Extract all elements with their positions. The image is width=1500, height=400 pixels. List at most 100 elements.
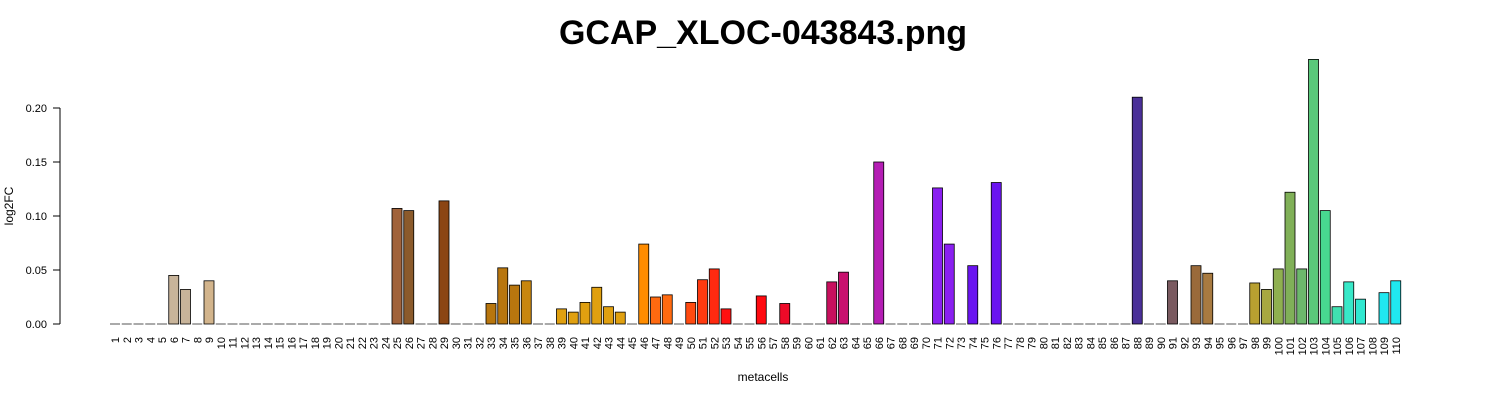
x-tick-label: 32 <box>474 337 486 349</box>
x-tick-label: 76 <box>991 337 1003 349</box>
x-tick-label: 88 <box>1132 337 1144 349</box>
x-tick-label: 14 <box>263 337 275 349</box>
x-tick-label: 92 <box>1179 337 1191 349</box>
bar-50 <box>685 301 697 325</box>
bar-100 <box>1272 268 1284 325</box>
x-tick-label: 87 <box>1121 337 1133 349</box>
bar-106 <box>1343 281 1355 325</box>
bar-91 <box>1167 280 1178 325</box>
x-tick-label: 8 <box>192 337 204 343</box>
bar-39 <box>556 308 567 325</box>
x-tick-label: 104 <box>1320 337 1332 355</box>
x-tick-label: 102 <box>1297 337 1309 355</box>
x-tick-label: 18 <box>310 337 322 349</box>
bar-103 <box>1308 59 1319 325</box>
x-tick-label: 36 <box>521 337 533 349</box>
x-tick-label: 24 <box>380 337 392 349</box>
x-tick-label: 78 <box>1015 337 1027 349</box>
x-tick-label: 73 <box>956 337 968 349</box>
x-tick-label: 57 <box>768 337 780 349</box>
x-tick-label: 61 <box>815 337 827 349</box>
bar-51 <box>697 279 708 325</box>
x-tick-label: 106 <box>1344 337 1356 355</box>
x-tick-label: 70 <box>921 337 933 349</box>
chart-title: GCAP_XLOC-043843.png <box>559 14 967 52</box>
x-tick-label: 79 <box>1027 337 1039 349</box>
x-tick-label: 46 <box>639 337 651 349</box>
x-tick-label: 26 <box>404 337 416 349</box>
y-axis: 0.00 0.05 0.10 0.15 0.20 <box>26 103 61 331</box>
x-tick-label: 2 <box>122 337 134 343</box>
bar-46 <box>638 243 650 325</box>
x-tick-label: 105 <box>1332 337 1344 355</box>
x-tick-label: 50 <box>686 337 698 349</box>
bar-98 <box>1249 282 1261 325</box>
x-tick-label: 62 <box>827 337 839 349</box>
bar-88 <box>1131 96 1143 325</box>
bar-110 <box>1390 280 1402 325</box>
bar-104 <box>1319 210 1331 325</box>
y-tick-label: 0.05 <box>26 265 47 277</box>
bar-52 <box>708 268 720 325</box>
x-tick-label: 81 <box>1050 337 1062 349</box>
x-tick-label: 42 <box>592 337 604 349</box>
bar-74 <box>967 265 979 325</box>
x-tick-label: 30 <box>451 337 463 349</box>
x-tick-label: 28 <box>427 337 439 349</box>
x-tick-label: 20 <box>333 337 345 349</box>
x-tick-label: 49 <box>674 337 686 349</box>
bar-58 <box>779 303 791 325</box>
bar-105 <box>1331 306 1343 325</box>
x-tick-label: 27 <box>416 337 428 349</box>
x-tick-label: 51 <box>698 337 710 349</box>
x-tick-label: 37 <box>533 337 545 349</box>
bar-25 <box>391 208 403 325</box>
bar-33 <box>485 303 497 325</box>
bar-94 <box>1202 272 1214 325</box>
x-tick-label: 95 <box>1215 337 1227 349</box>
x-tick-label: 9 <box>204 337 216 343</box>
bar-29 <box>438 200 450 325</box>
bars-group <box>110 59 1402 325</box>
x-tick-label: 44 <box>615 337 627 349</box>
bar-43 <box>603 306 614 325</box>
x-tick-label: 3 <box>134 337 146 343</box>
x-tick-label: 13 <box>251 337 263 349</box>
x-tick-label: 74 <box>968 337 980 349</box>
x-tick-label: 7 <box>181 337 193 343</box>
bar-53 <box>720 308 732 325</box>
x-tick-label: 55 <box>745 337 757 349</box>
x-tick-label: 4 <box>145 337 157 343</box>
bar-35 <box>509 284 520 325</box>
x-tick-label: 85 <box>1097 337 1109 349</box>
x-tick-label: 99 <box>1262 337 1274 349</box>
x-tick-label: 29 <box>439 337 451 349</box>
y-tick-label: 0.10 <box>26 211 47 223</box>
x-tick-label: 96 <box>1226 337 1238 349</box>
x-tick-label: 109 <box>1379 337 1391 355</box>
x-tick-label: 35 <box>510 337 522 349</box>
bar-56 <box>755 295 767 325</box>
y-axis-label: log2FC <box>2 186 16 225</box>
x-tick-label: 103 <box>1309 337 1321 355</box>
bar-40 <box>567 311 579 325</box>
bar-99 <box>1261 289 1272 325</box>
x-tick-label: 94 <box>1203 337 1215 349</box>
x-tick-label: 33 <box>486 337 498 349</box>
bar-26 <box>403 210 415 325</box>
x-tick-label: 6 <box>169 337 181 343</box>
x-tick-label: 21 <box>345 337 357 349</box>
x-tick-label: 65 <box>862 337 874 349</box>
y-tick-label: 0.20 <box>26 103 47 115</box>
x-tick-label: 84 <box>1085 337 1097 349</box>
x-tick-label: 54 <box>733 337 745 349</box>
bar-62 <box>826 281 838 325</box>
bar-66 <box>873 161 885 325</box>
bar-102 <box>1296 268 1308 325</box>
bar-34 <box>497 267 509 325</box>
x-tick-label: 90 <box>1156 337 1168 349</box>
x-tick-label: 25 <box>392 337 404 349</box>
x-tick-label: 86 <box>1109 337 1121 349</box>
x-tick-label: 22 <box>357 337 369 349</box>
y-tick-label: 0.00 <box>26 319 47 331</box>
